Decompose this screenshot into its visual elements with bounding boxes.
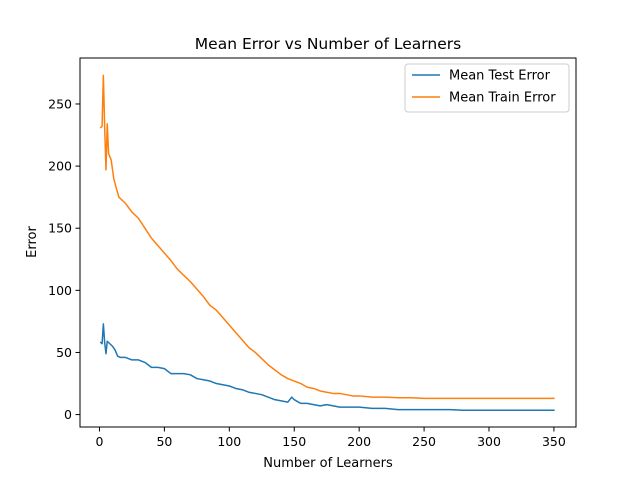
chart-title: Mean Error vs Number of Learners [195,35,461,53]
series-line-0 [99,323,555,411]
series-line-1 [99,74,555,400]
y-axis-ticks: 0 50 100 150 200 250 [48,96,80,422]
y-tick-label: 50 [56,345,72,360]
x-tick-label: 0 [95,434,103,449]
x-tick-label: 50 [156,434,172,449]
x-tick-label: 300 [477,434,501,449]
y-tick-label: 250 [48,96,72,111]
x-tick-label: 100 [217,434,241,449]
x-tick-label: 200 [347,434,371,449]
legend-label-1: Mean Train Error [449,91,556,106]
x-axis-ticks: 0 50 100 150 200 250 300 350 [95,427,566,449]
y-tick-label: 100 [48,283,72,298]
y-tick-label: 150 [48,221,72,236]
plot-area [99,74,555,411]
x-tick-label: 150 [282,434,306,449]
y-tick-label: 0 [64,407,72,422]
x-tick-label: 350 [542,434,566,449]
y-tick-label: 200 [48,159,72,174]
x-tick-label: 250 [412,434,436,449]
series-group [99,74,555,411]
x-axis-title: Number of Learners [263,456,393,471]
plot-frame [79,57,577,428]
y-axis-title: Error [25,226,40,258]
legend-label-0: Mean Test Error [449,69,551,84]
legend-box [404,63,570,113]
legend: Mean Test Error Mean Train Error [404,63,570,113]
